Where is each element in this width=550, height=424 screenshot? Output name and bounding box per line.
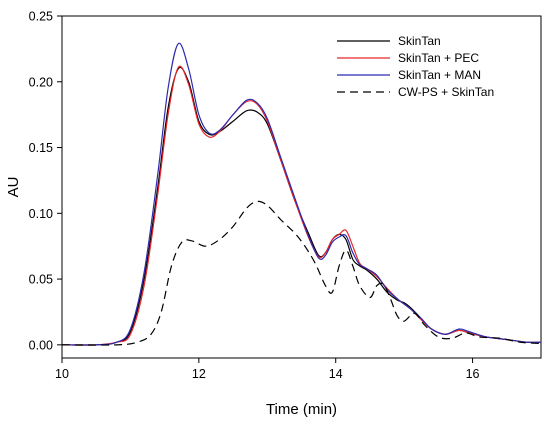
plot-area-border bbox=[61, 15, 542, 359]
series-lines bbox=[61, 42, 542, 346]
legend-label-skintan-man: SkinTan + MAN bbox=[398, 68, 481, 82]
legend-label-skintan: SkinTan bbox=[398, 34, 441, 48]
x-tick-label: 10 bbox=[55, 367, 69, 381]
plot-frame bbox=[61, 15, 542, 359]
y-tick-label: 0.10 bbox=[29, 207, 53, 221]
y-tick-label: 0.15 bbox=[29, 141, 53, 155]
x-axis: 10 12 14 16 bbox=[55, 358, 480, 381]
y-axis: 0.00 0.05 0.10 0.15 0.20 0.25 bbox=[29, 10, 62, 352]
legend: SkinTan SkinTan + PEC SkinTan + MAN CW-PS +… bbox=[337, 34, 494, 99]
x-tick-label: 14 bbox=[329, 367, 343, 381]
y-axis-label: AU bbox=[5, 177, 22, 198]
legend-label-skintan-pec: SkinTan + PEC bbox=[398, 51, 479, 65]
legend-label-cw-ps-skintan: CW-PS + SkinTan bbox=[398, 85, 494, 99]
series-line-skintan-pec bbox=[61, 65, 542, 346]
x-tick-label: 12 bbox=[192, 367, 206, 381]
x-axis-label: Time (min) bbox=[266, 401, 337, 418]
series-line-skintan bbox=[61, 66, 542, 346]
y-tick-label: 0.20 bbox=[29, 75, 53, 89]
y-tick-label: 0.00 bbox=[29, 338, 53, 352]
y-tick-label: 0.05 bbox=[29, 273, 53, 287]
series-line-skintan-man bbox=[61, 42, 542, 346]
x-tick-label: 16 bbox=[466, 367, 480, 381]
series-line-cw-ps-skintan bbox=[61, 200, 542, 346]
y-tick-label: 0.25 bbox=[29, 10, 53, 24]
